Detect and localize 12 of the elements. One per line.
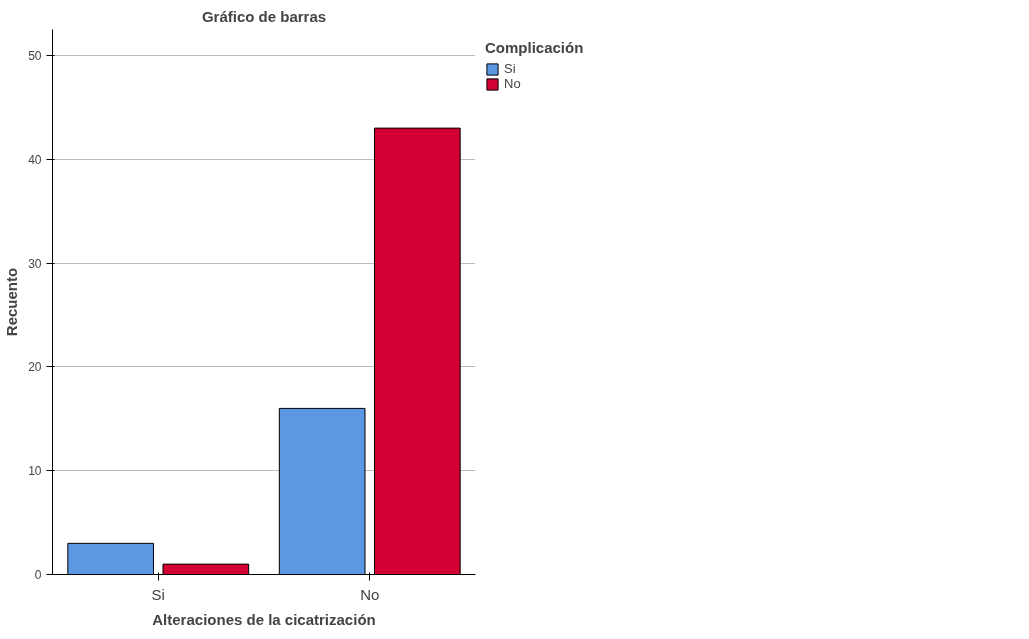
x-axis-title: Alteraciones de la cicatrización	[152, 610, 376, 628]
y-tick-label: 10	[28, 464, 42, 479]
legend-title: Complicación	[485, 39, 584, 56]
y-axis-title: Recuento	[3, 267, 21, 337]
legend-label: No	[504, 76, 522, 91]
y-tick-label: 0	[34, 568, 42, 582]
legend-label: Si	[504, 61, 517, 76]
chart-title: Gráfico de barras	[201, 7, 327, 25]
y-tick-label: 20	[28, 360, 42, 375]
y-tick-label: 50	[28, 48, 42, 63]
y-tick-label: 30	[28, 256, 42, 271]
y-tick-label: 40	[28, 152, 42, 167]
